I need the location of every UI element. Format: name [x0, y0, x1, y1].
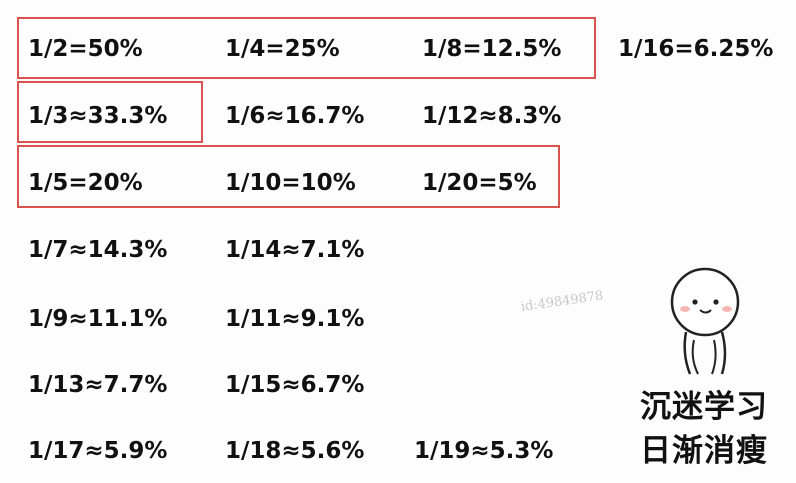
- fraction-1-19: 1/19≈5.3%: [414, 438, 554, 464]
- fraction-1-12: 1/12≈8.3%: [422, 103, 562, 129]
- fraction-1-4: 1/4=25%: [225, 36, 340, 62]
- fraction-1-3: 1/3≈33.3%: [28, 103, 168, 129]
- highlight-box-row1: [17, 17, 596, 79]
- slogan-line-1: 沉迷学习: [640, 389, 768, 425]
- highlight-box-row3: [17, 145, 560, 208]
- fraction-1-6: 1/6≈16.7%: [225, 103, 365, 129]
- fraction-1-11: 1/11≈9.1%: [225, 306, 365, 332]
- fraction-1-20: 1/20=5%: [422, 170, 537, 196]
- fraction-1-17: 1/17≈5.9%: [28, 438, 168, 464]
- fraction-1-7: 1/7≈14.3%: [28, 237, 168, 263]
- fraction-1-2: 1/2=50%: [28, 36, 143, 62]
- fraction-1-14: 1/14≈7.1%: [225, 237, 365, 263]
- fraction-1-5: 1/5=20%: [28, 170, 143, 196]
- fraction-1-10: 1/10=10%: [225, 170, 356, 196]
- fraction-1-9: 1/9≈11.1%: [28, 306, 168, 332]
- watermark: id:49849878: [520, 288, 605, 315]
- highlight-box-row2: [17, 81, 203, 143]
- fraction-1-16: 1/16=6.25%: [618, 36, 774, 62]
- mascot-sticker-icon: [670, 267, 740, 375]
- fraction-1-15: 1/15≈6.7%: [225, 372, 365, 398]
- slogan-line-2: 日渐消瘦: [640, 433, 768, 469]
- fraction-1-18: 1/18≈5.6%: [225, 438, 365, 464]
- fraction-1-13: 1/13≈7.7%: [28, 372, 168, 398]
- fraction-1-8: 1/8=12.5%: [422, 36, 562, 62]
